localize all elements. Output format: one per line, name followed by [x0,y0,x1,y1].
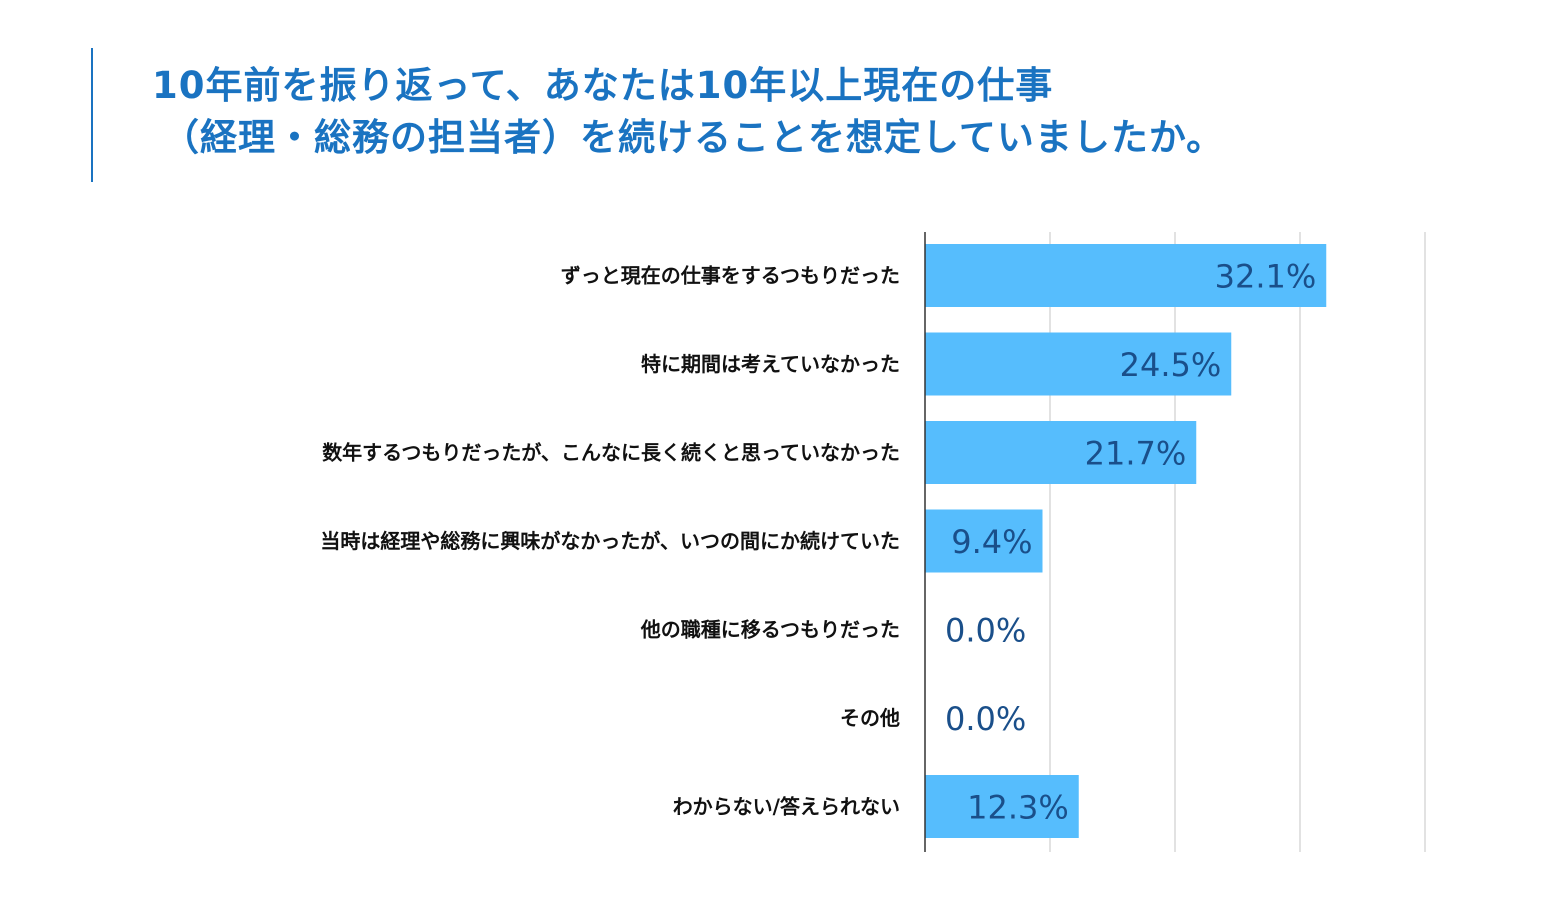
category-label: 数年するつもりだったが、こんなに長く続くと思っていなかった [322,441,900,465]
category-label: その他 [840,706,900,730]
category-label: 他の職種に移るつもりだった [640,618,900,642]
value-label: 0.0% [945,612,1026,650]
category-label: 当時は経理や総務に興味がなかったが、いつの間にか続けていた [320,529,900,553]
value-label: 9.4% [951,523,1032,561]
category-labels: ずっと現在の仕事をするつもりだった特に期間は考えていなかった数年するつもりだった… [320,264,900,819]
value-label: 12.3% [967,789,1069,827]
value-label: 21.7% [1085,435,1187,473]
category-label: わからない/答えられない [673,795,900,819]
category-label: 特に期間は考えていなかった [641,352,900,376]
value-label: 32.1% [1215,258,1317,296]
category-label: ずっと現在の仕事をするつもりだった [561,264,900,288]
gridlines [1050,232,1425,852]
value-label: 0.0% [945,700,1026,738]
value-label: 24.5% [1120,346,1222,384]
